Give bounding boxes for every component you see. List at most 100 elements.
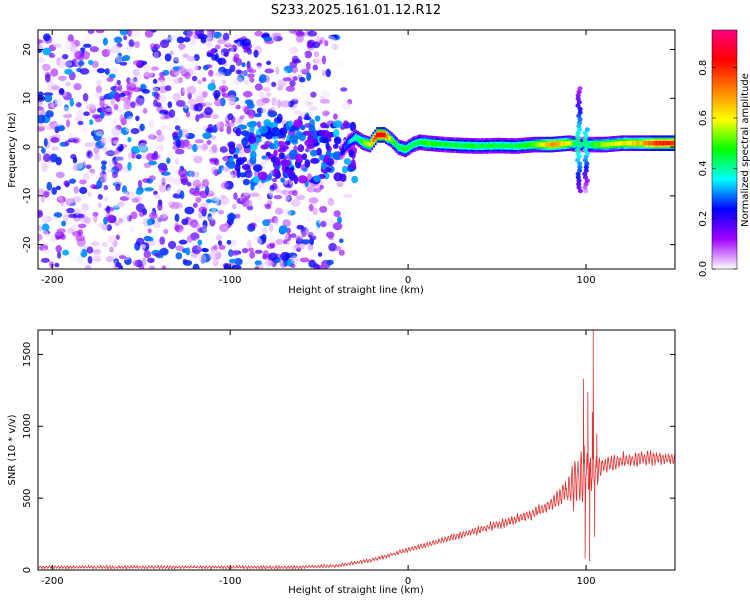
noise-blob [236,168,241,179]
noise-blob [160,48,165,58]
noise-blob [61,106,71,116]
ridge-cell [646,141,649,146]
ridge-cell [655,141,658,146]
ridge-cell [468,143,471,148]
noise-blob [83,172,90,182]
noise-blob [157,202,163,211]
spike-blob [577,168,583,173]
noise-blob [133,60,143,66]
noise-blob [138,97,145,106]
noise-blob [131,151,136,159]
y-tick-label: 20 [22,43,33,56]
spike-blob [582,158,588,163]
noise-blob [54,262,60,268]
noise-blob [110,45,121,54]
noise-blob [343,120,349,129]
noise-blob [215,264,224,269]
noise-blob [258,125,269,134]
noise-blob [114,156,124,161]
noise-blob [52,43,63,48]
noise-blob [295,194,306,201]
noise-blob [320,129,331,139]
noise-blob [40,229,49,238]
noise-blob [117,201,126,208]
noise-blob [62,249,70,256]
ridge-cell [493,143,496,148]
noise-blob [143,71,154,77]
ridge-cell [413,141,416,147]
noise-blob [43,153,51,163]
noise-blob [273,195,283,200]
noise-blob [95,30,105,34]
noise-blob [248,247,255,252]
noise-blob [271,97,278,106]
noise-blob [293,119,303,128]
noise-blob [61,220,67,227]
noise-blob [198,113,204,119]
noise-blob [49,261,55,269]
ridge-cell [522,143,525,148]
noise-blob [107,235,117,243]
noise-blob [46,181,53,191]
noise-blob [54,97,59,105]
noise-blob [130,128,140,135]
ridge-cell [653,141,656,146]
noise-blob [213,244,218,252]
noise-blob [101,164,107,172]
noise-blob [173,71,181,76]
noise-blob [267,218,274,223]
ridge-cell [461,143,464,148]
noise-blob [242,178,250,186]
noise-blob [159,71,165,78]
noise-blob [63,113,73,119]
noise-blob [152,78,158,84]
ridge-cell [409,143,413,148]
noise-blob [206,37,216,42]
noise-blob [215,234,222,241]
noise-blob [111,128,121,137]
ridge-cell [495,143,498,148]
noise-blob [308,197,319,204]
noise-blob [271,81,277,87]
noise-blob [99,98,105,108]
noise-blob [262,250,269,258]
noise-blob [100,137,107,147]
noise-blob [194,30,205,37]
noise-blob [87,256,93,264]
noise-blob [139,123,145,132]
ridge-cell [536,142,539,147]
noise-blob [164,53,172,62]
noise-blob [114,56,122,65]
noise-blob [289,135,299,143]
ridge-cell [509,143,512,149]
spectrogram-ridge [340,127,675,160]
noise-blob [239,115,245,120]
noise-blob [297,144,305,153]
noise-blob [132,260,139,267]
ridge-cell [447,142,450,147]
noise-blob [241,164,251,170]
noise-blob [215,44,221,50]
noise-blob [333,60,344,69]
ridge-cell [637,141,640,146]
ridge-cell [434,141,438,147]
noise-blob [288,42,293,51]
snr-xlabel: Height of straight line (km) [288,585,424,596]
noise-blob [259,74,267,83]
ridge-cell [386,135,390,140]
noise-blob [60,61,67,66]
ridge-cell [552,142,555,147]
noise-blob [223,263,230,269]
noise-blob [195,197,202,203]
noise-blob [144,187,154,192]
noise-blob [186,182,192,187]
noise-blob [87,191,92,197]
noise-blob [149,212,158,220]
noise-blob [248,75,254,82]
noise-blob [215,250,222,260]
ridge-cell [470,143,473,148]
ridge-cell [424,140,427,146]
noise-blob [230,47,235,56]
noise-blob [75,101,82,108]
